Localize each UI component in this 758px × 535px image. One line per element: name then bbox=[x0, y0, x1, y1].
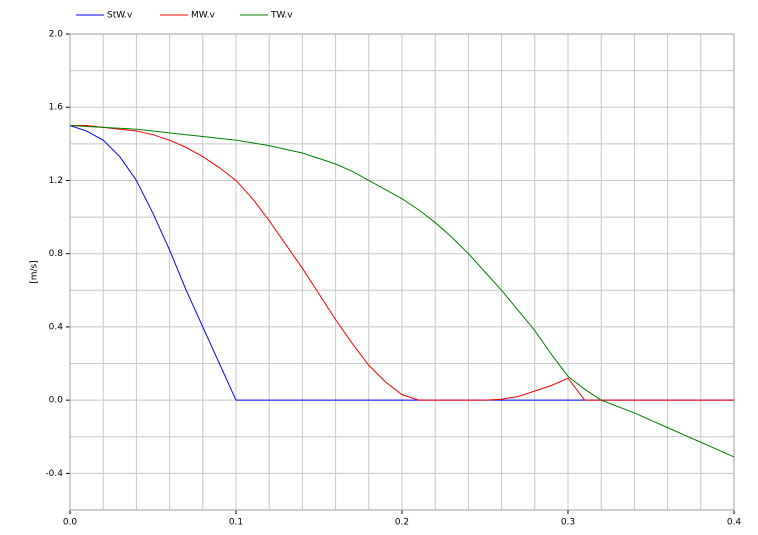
x-tick-label: 0.2 bbox=[395, 518, 409, 528]
y-tick-label: 2.0 bbox=[49, 30, 64, 40]
x-tick-label: 0.0 bbox=[63, 518, 78, 528]
series-line bbox=[69, 125, 735, 458]
y-tick-label: 0.4 bbox=[49, 322, 64, 332]
series-line bbox=[70, 125, 734, 401]
y-tick-label: 1.6 bbox=[49, 103, 64, 113]
plot-frame bbox=[69, 33, 735, 511]
y-axis-label: [m/s] bbox=[30, 260, 40, 284]
legend-label: MW.v bbox=[191, 11, 215, 21]
x-tick-label: 0.4 bbox=[727, 518, 742, 528]
x-tick-label: 0.3 bbox=[561, 518, 575, 528]
x-tick-label: 0.1 bbox=[229, 518, 243, 528]
y-tick-label: 0.8 bbox=[49, 249, 64, 259]
y-tick-label: -0.4 bbox=[45, 469, 63, 479]
legend-label: TW.v bbox=[270, 11, 293, 21]
legend-label: StW.v bbox=[107, 11, 133, 21]
y-tick-label: 1.2 bbox=[49, 176, 63, 186]
y-tick-label: 0.0 bbox=[49, 396, 64, 406]
